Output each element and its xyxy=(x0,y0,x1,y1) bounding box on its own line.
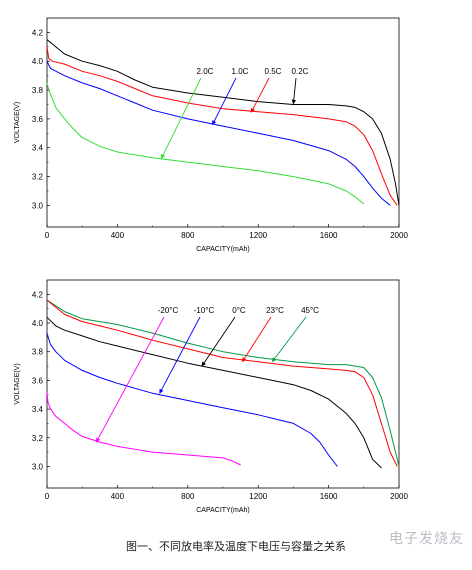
x-axis-title: CAPACITY(mAh) xyxy=(196,246,250,253)
series-label: 0.5C xyxy=(265,67,282,76)
y-tick-label: 3.4 xyxy=(32,405,44,414)
x-tick-label: 1600 xyxy=(320,231,338,240)
series-callout-arrow xyxy=(212,77,237,126)
figure-caption: 图一、不同放电率及温度下电压与容量之关系 xyxy=(126,540,346,553)
charts-canvas: 0 400 800 1200 1600 2000 3.0 3.2 3.4 3.6 3.8 4.0 4.2… xyxy=(14,17,408,514)
y-tick-label: 3.6 xyxy=(32,115,44,124)
x-axis-title: CAPACITY(mAh) xyxy=(196,507,250,514)
series-line-1 xyxy=(46,46,398,206)
y-tick-label: 4.2 xyxy=(32,28,44,37)
y-axis-title: VOLTAGE(V) xyxy=(14,363,21,404)
plot-frame xyxy=(46,17,400,228)
series-line-1 xyxy=(46,299,398,467)
series-line-3 xyxy=(46,82,365,205)
y-tick-label: 3.2 xyxy=(32,173,44,182)
x-tick-label: 400 xyxy=(111,231,125,240)
series-callout-arrow xyxy=(291,77,297,105)
x-tick-label: 1600 xyxy=(320,492,338,501)
series-callout-arrow xyxy=(160,77,202,159)
x-tick-label: 2000 xyxy=(390,231,408,240)
y-tick-label: 4.0 xyxy=(32,319,44,328)
x-tick-label: 0 xyxy=(45,492,50,501)
plot-frame xyxy=(46,279,400,489)
series-label: 0°C xyxy=(232,306,246,315)
series-callout-arrow xyxy=(271,316,307,363)
watermark-text: 电子发烧友 xyxy=(389,531,464,547)
series-line-2 xyxy=(46,60,391,206)
x-tick-label: 400 xyxy=(111,492,125,501)
x-tick-label: 800 xyxy=(181,231,195,240)
y-tick-label: 3.4 xyxy=(32,144,44,153)
series-label: 0.2C xyxy=(292,67,309,76)
y-tick-label: 3.0 xyxy=(32,201,44,210)
series-line-0 xyxy=(46,39,400,206)
x-tick-label: 1200 xyxy=(249,231,267,240)
y-axis-title: VOLTAGE(V) xyxy=(14,102,21,143)
series-label: 45°C xyxy=(301,306,319,315)
x-tick-label: 2000 xyxy=(390,492,408,501)
series-label: 23°C xyxy=(266,306,284,315)
series-label: -20°C xyxy=(158,306,179,315)
y-tick-label: 4.2 xyxy=(32,290,44,299)
y-tick-label: 3.0 xyxy=(32,462,44,471)
y-tick-label: 3.8 xyxy=(32,86,44,95)
series-line-2 xyxy=(46,316,382,469)
y-tick-label: 3.8 xyxy=(32,348,44,357)
series-callout-arrow xyxy=(201,316,236,367)
y-tick-label: 3.6 xyxy=(32,376,44,385)
series-line-0 xyxy=(46,299,400,467)
y-tick-label: 3.2 xyxy=(32,434,44,443)
series-callout-arrow xyxy=(95,316,165,443)
chart-temperature: 0 400 800 1200 1600 2000 3.0 3.2 3.4 3.6 3.8 4.0 4.2… xyxy=(14,279,408,514)
series-callout-arrow xyxy=(159,316,201,394)
series-label: 2.0C xyxy=(197,67,214,76)
x-tick-label: 800 xyxy=(181,492,195,501)
series-line-4 xyxy=(46,391,241,466)
series-label: 1.0C xyxy=(232,67,249,76)
series-line-3 xyxy=(46,332,338,467)
x-tick-label: 0 xyxy=(45,231,50,240)
series-callout-arrow xyxy=(250,77,270,113)
y-tick-label: 4.0 xyxy=(32,57,44,66)
chart-rate: 0 400 800 1200 1600 2000 3.0 3.2 3.4 3.6 3.8 4.0 4.2… xyxy=(14,17,408,253)
series-label: -10°C xyxy=(194,306,215,315)
x-tick-label: 1200 xyxy=(249,492,267,501)
series-callout-arrow xyxy=(241,316,272,363)
